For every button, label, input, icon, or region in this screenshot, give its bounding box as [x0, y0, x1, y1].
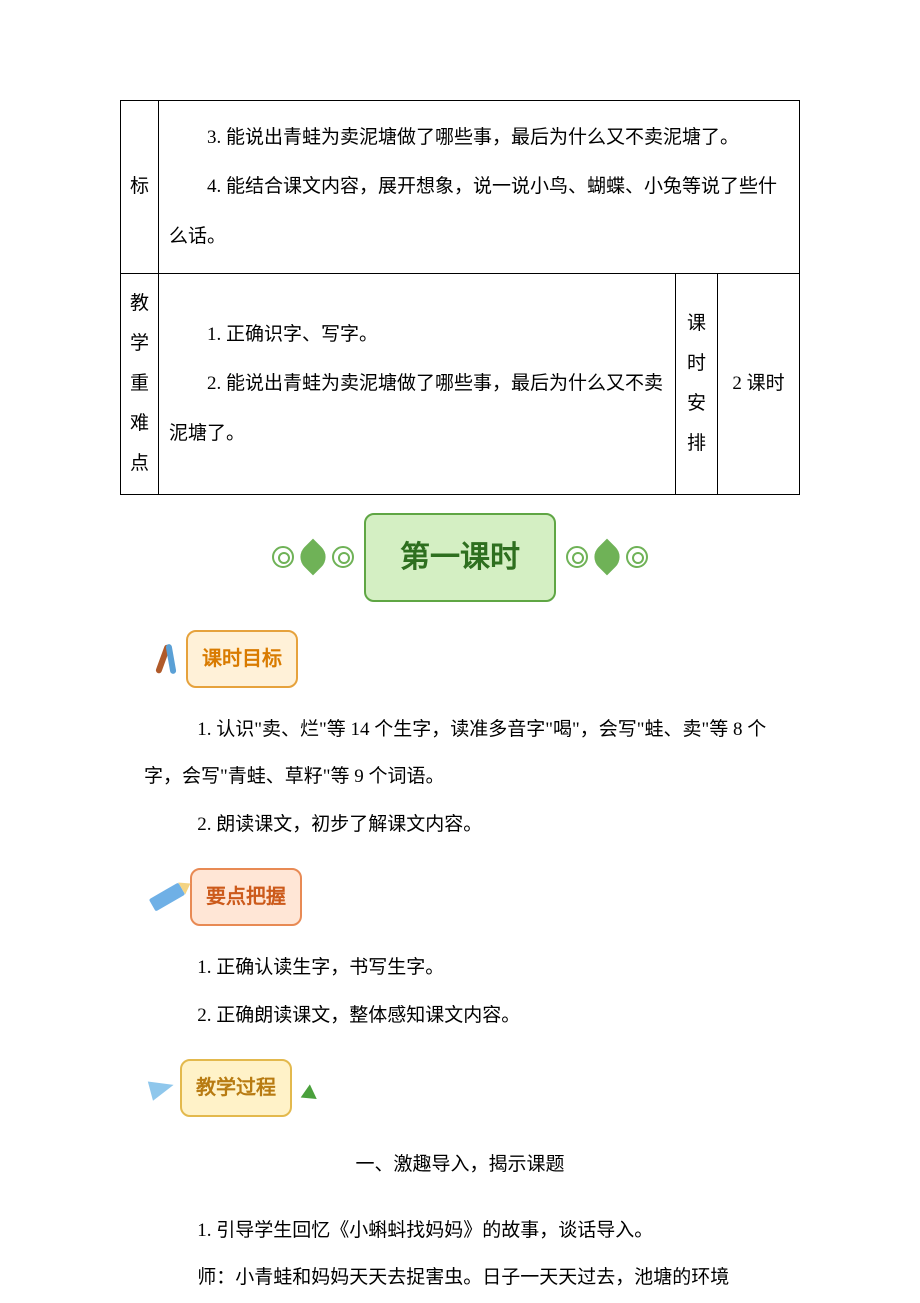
keypoints-item-1: 1. 正确认读生字，书写生字。 [144, 944, 776, 992]
right-ornament [566, 544, 648, 570]
keypoints-heading: 要点把握 [150, 868, 800, 926]
keypoints-item-2: 2. 正确朗读课文，整体感知课文内容。 [144, 992, 776, 1040]
lesson-title: 第一课时 [364, 513, 556, 602]
goals-item-2: 2. 朗读课文，初步了解课文内容。 [144, 801, 776, 849]
goals-badge: 课时目标 [186, 630, 298, 688]
schedule-label-cell: 课时安排 [676, 274, 718, 494]
row1-label: 标 [127, 167, 152, 207]
process-item-1: 1. 引导学生回忆《小蝌蚪找妈妈》的故事，谈话导入。 [144, 1207, 776, 1255]
leaf-icon [295, 539, 332, 576]
process-badge: 教学过程 [180, 1059, 292, 1117]
lesson-plan-table: 标 3. 能说出青蛙为卖泥塘做了哪些事，最后为什么又不卖泥塘了。 4. 能结合课… [120, 100, 800, 495]
swirl-icon [272, 546, 294, 568]
row1-item4: 4. 能结合课文内容，展开想象，说一说小鸟、蝴蝶、小兔等说了些什么话。 [169, 162, 789, 261]
row2-item1: 1. 正确识字、写字。 [169, 310, 665, 359]
process-section-title: 一、激趣导入，揭示课题 [120, 1143, 800, 1187]
goals-item-1: 1. 认识"卖、烂"等 14 个生字，读准多音字"喝"，会写"蛙、卖"等 8 个… [144, 706, 776, 801]
swirl-icon [566, 546, 588, 568]
swirl-icon [332, 546, 354, 568]
row2-label-cell: 教学重难点 [121, 274, 159, 494]
process-item-2: 师：小青蛙和妈妈天天去捉害虫。日子一天天过去，池塘的环境 [144, 1254, 776, 1302]
schedule-value: 2 课时 [732, 373, 784, 394]
swirl-icon [626, 546, 648, 568]
keypoints-badge: 要点把握 [190, 868, 302, 926]
row2-content-cell: 1. 正确识字、写字。 2. 能说出青蛙为卖泥塘做了哪些事，最后为什么又不卖泥塘… [159, 274, 676, 494]
schedule-value-cell: 2 课时 [718, 274, 800, 494]
process-heading: 教学过程 [150, 1059, 800, 1117]
row1-content-cell: 3. 能说出青蛙为卖泥塘做了哪些事，最后为什么又不卖泥塘了。 4. 能结合课文内… [159, 101, 800, 274]
row2-item2: 2. 能说出青蛙为卖泥塘做了哪些事，最后为什么又不卖泥塘了。 [169, 359, 665, 458]
cursor-arrow-icon [301, 1085, 322, 1106]
lesson-banner: 第一课时 [120, 513, 800, 602]
row1-label-cell: 标 [121, 101, 159, 274]
row1-item3: 3. 能说出青蛙为卖泥塘做了哪些事，最后为什么又不卖泥塘了。 [169, 113, 789, 162]
leaf-icon [589, 539, 626, 576]
goals-heading: 课时目标 [150, 630, 800, 688]
paper-plane-icon [148, 1075, 176, 1101]
pencil-icon [149, 883, 185, 912]
chopsticks-icon [150, 644, 180, 674]
left-ornament [272, 544, 354, 570]
